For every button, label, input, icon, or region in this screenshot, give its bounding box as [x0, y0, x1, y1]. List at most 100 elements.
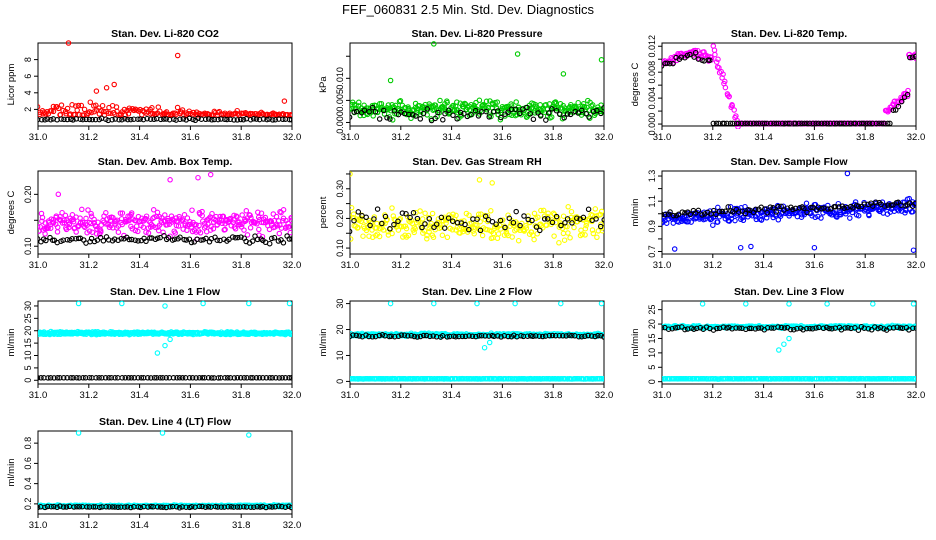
data-point-black — [196, 503, 203, 510]
data-point-black — [826, 325, 832, 332]
data-point-red — [55, 105, 62, 112]
data-point-green — [387, 77, 394, 84]
data-point-magenta — [91, 216, 97, 223]
x-tick-label: 31.2 — [80, 260, 99, 271]
data-point-black — [841, 120, 848, 127]
data-point-black — [735, 120, 742, 127]
data-point-black — [767, 204, 774, 210]
data-point-black — [122, 375, 129, 381]
data-point-black — [593, 216, 599, 222]
data-point-black — [716, 120, 722, 127]
data-point-cyan — [486, 339, 493, 346]
data-point-black — [796, 120, 802, 127]
data-point-cyan — [75, 430, 82, 436]
data-point-black — [267, 375, 273, 381]
data-point-black — [553, 213, 560, 220]
data-point-yellow — [568, 208, 575, 215]
y-tick-label: 0.8 — [23, 437, 33, 450]
data-point-magenta — [197, 230, 204, 236]
data-point-black — [530, 116, 537, 123]
data-point-black — [533, 224, 540, 230]
data-point-black — [556, 332, 563, 339]
data-point-green — [598, 57, 604, 63]
data-point-magenta — [285, 220, 291, 227]
data-point-green — [437, 97, 443, 104]
data-point-black — [288, 504, 292, 511]
data-point-black — [269, 375, 276, 381]
data-point-black — [524, 333, 531, 339]
data-point-red — [121, 106, 128, 113]
data-point-magenta — [86, 228, 93, 234]
data-point-black — [580, 214, 587, 221]
data-point-black — [248, 375, 254, 381]
data-point-black — [907, 200, 913, 206]
x-tick-label: 31.8 — [544, 132, 563, 143]
data-point-black — [224, 116, 230, 123]
data-point-black — [456, 333, 462, 340]
data-point-black — [752, 326, 759, 332]
data-point-black — [177, 234, 183, 240]
data-point-black — [865, 326, 872, 332]
data-point-black — [406, 111, 412, 118]
x-tick-label: 31.6 — [493, 390, 512, 401]
data-point-black — [585, 332, 591, 339]
data-point-yellow — [594, 234, 600, 241]
data-point-black — [84, 504, 90, 510]
data-point-magenta — [712, 51, 718, 58]
data-point-black — [48, 503, 54, 510]
data-point-blue — [671, 246, 678, 252]
data-point-black — [367, 222, 373, 229]
data-point-magenta — [276, 230, 283, 237]
data-point-black — [779, 120, 786, 127]
data-point-magenta — [95, 219, 101, 226]
y-axis-label: ml/min — [630, 329, 641, 357]
data-point-magenta — [722, 84, 729, 91]
data-point-magenta — [288, 217, 292, 224]
data-point-black — [454, 116, 460, 122]
data-point-magenta — [175, 223, 182, 229]
data-point-black — [505, 109, 511, 116]
data-point-black — [42, 117, 48, 123]
data-point-black — [181, 236, 187, 243]
data-point-magenta — [247, 225, 254, 231]
data-point-magenta — [258, 210, 265, 216]
data-point-green — [581, 103, 588, 110]
y-axis-label: ml/min — [630, 199, 641, 227]
data-point-magenta — [38, 223, 41, 230]
data-point-black — [832, 203, 839, 210]
data-point-black — [380, 107, 387, 114]
data-point-black — [885, 202, 891, 208]
data-point-black — [417, 116, 424, 122]
x-tick-label: 31.8 — [856, 390, 875, 401]
data-point-magenta — [135, 228, 141, 235]
data-point-black — [374, 206, 381, 212]
data-point-red — [179, 107, 186, 113]
data-point-black — [687, 211, 694, 218]
data-point-black — [794, 325, 800, 332]
data-point-cyan — [558, 300, 564, 307]
data-point-black — [413, 113, 419, 119]
data-point-blue — [812, 214, 818, 221]
data-point-magenta — [172, 230, 178, 236]
data-point-black — [198, 237, 204, 243]
data-point-red — [149, 105, 155, 111]
data-point-magenta — [270, 211, 277, 217]
data-point-cyan — [781, 341, 787, 347]
data-point-magenta — [62, 212, 69, 219]
data-point-black — [449, 218, 456, 224]
data-point-black — [38, 375, 41, 381]
data-point-black — [498, 334, 504, 340]
data-point-black — [286, 503, 292, 510]
y-tick-label: 10 — [335, 350, 345, 360]
data-point-black — [414, 334, 421, 340]
y-tick-label: 0.000 — [647, 113, 657, 136]
data-point-black — [875, 325, 881, 332]
x-tick-label: 32.0 — [283, 520, 302, 531]
data-point-black — [151, 116, 157, 123]
data-point-black — [755, 325, 762, 331]
y-tick-label: 0.20 — [335, 210, 345, 228]
data-point-black — [195, 115, 201, 121]
data-point-black — [47, 375, 54, 381]
data-point-magenta — [674, 57, 680, 64]
data-point-magenta — [115, 229, 122, 235]
